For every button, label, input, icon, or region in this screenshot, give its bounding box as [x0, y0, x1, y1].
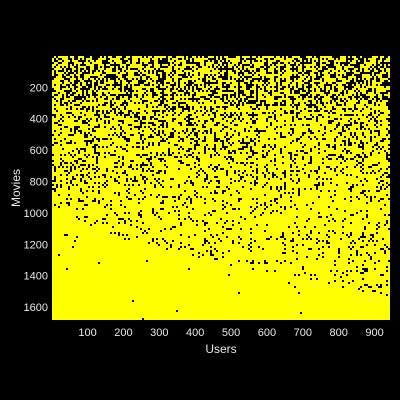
y-tick-label: 600 [30, 145, 48, 157]
x-tick-label: 100 [78, 327, 96, 339]
x-tick-label: 600 [258, 327, 276, 339]
x-tick-label: 400 [186, 327, 204, 339]
y-tick-label: 1400 [24, 271, 48, 283]
x-tick-label: 300 [150, 327, 168, 339]
x-tick-label: 900 [365, 327, 383, 339]
matrix-cells [52, 56, 390, 320]
y-axis-ticks: 200 400 600 800 1000 1200 1400 1600 [24, 82, 48, 314]
x-axis-ticks: 100 200 300 400 500 600 700 800 900 [78, 327, 383, 339]
y-tick-label: 1000 [24, 208, 48, 220]
y-tick-label: 800 [30, 176, 48, 188]
x-tick-label: 700 [294, 327, 312, 339]
y-tick-label: 1600 [24, 302, 48, 314]
y-axis-label: Movies [9, 169, 23, 207]
x-axis-label: Users [205, 342, 236, 356]
x-tick-label: 800 [330, 327, 348, 339]
empty-cells [52, 56, 390, 320]
y-tick-label: 200 [30, 82, 48, 94]
x-tick-label: 500 [222, 327, 240, 339]
y-tick-label: 1200 [24, 239, 48, 251]
y-tick-label: 400 [30, 114, 48, 126]
x-tick-label: 200 [114, 327, 132, 339]
